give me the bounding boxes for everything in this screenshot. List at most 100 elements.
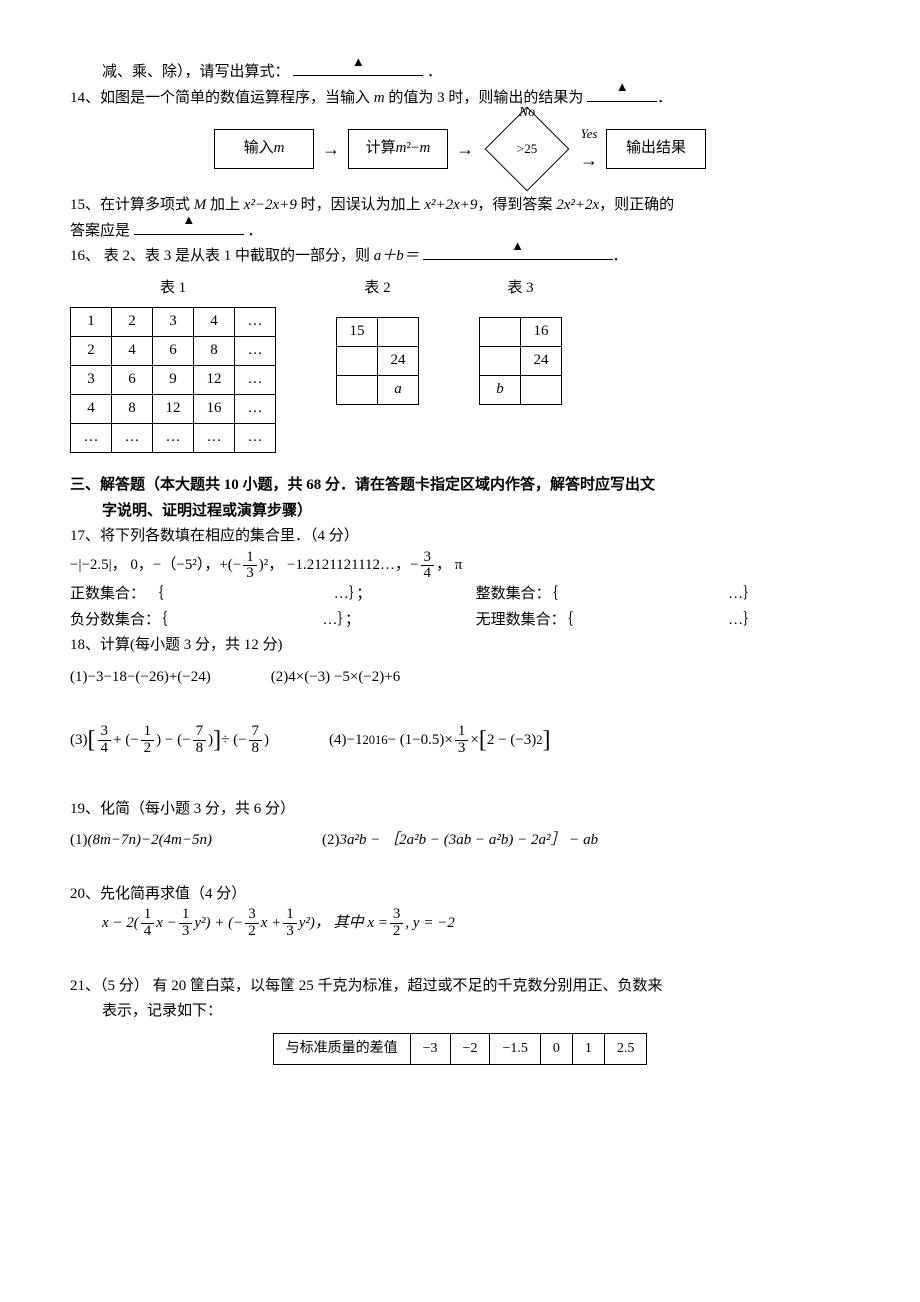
p3a: + (− — [113, 728, 139, 754]
q14-period: ． — [657, 90, 672, 106]
f4d: 3 — [455, 741, 469, 757]
r2d: …｝ — [728, 612, 758, 628]
table-cell: 9 — [153, 366, 194, 395]
table-cell — [480, 318, 521, 347]
q15-e3: 2x²+2x — [556, 197, 599, 213]
q15-e: ，则正确的 — [599, 197, 674, 213]
q14-m: m — [374, 90, 385, 106]
q16-expr: a＋b＝ — [374, 248, 419, 264]
c-d: m — [419, 136, 430, 162]
f2d: 4 — [421, 566, 435, 582]
p3e: ) — [264, 728, 269, 754]
q19-row: (1) (8m−7n)−2(4m−5n) (2) 3a²b − ［2a²b − … — [70, 828, 850, 854]
q18-row2: (3) [ 34 + (− 12 ) − (− 78 ) ] ÷ (− 78 )… — [70, 720, 850, 761]
table-cell: 15 — [337, 318, 378, 347]
f3cn: 7 — [193, 724, 207, 741]
arrow-1: → — [322, 134, 340, 165]
table-cell: … — [194, 424, 235, 453]
table-cell: 8 — [112, 395, 153, 424]
q20m3: x + — [261, 911, 282, 937]
table-cell: 24 — [521, 347, 562, 376]
q16-a: 16、 表 2、表 3 是从表 1 中截取的一部分，则 — [70, 248, 374, 264]
flow-decision: No >25 — [482, 119, 572, 179]
p2l: (2) — [271, 665, 289, 691]
table-cell: … — [235, 337, 276, 366]
q15-p: ． — [248, 223, 263, 239]
q14: 14、如图是一个简单的数值运算程序，当输入 m 的值为 3 时，则输出的结果为 … — [70, 86, 850, 112]
table-cell: 6 — [112, 366, 153, 395]
fDn: 1 — [283, 907, 297, 924]
q13-blank — [293, 75, 423, 76]
q19-head: 19、化简（每小题 3 分，共 6 分） — [70, 797, 850, 823]
q17-ib: )²， −1.2121121112…， — [259, 553, 410, 579]
f3dd: 8 — [249, 741, 263, 757]
table-cell: 2 — [71, 337, 112, 366]
table1-wrap: 表 1 1234…2468…36912…481216……………… — [70, 276, 276, 454]
q15-f: 答案应是 — [70, 223, 130, 239]
table-cell — [337, 376, 378, 405]
q15-b: 加上 — [206, 197, 244, 213]
q17-items: −|−2.5|， 0，−（−5²），+(− 13 )²， −1.21211211… — [70, 550, 850, 583]
q15-e1: x²−2x+9 — [244, 197, 297, 213]
q17-row1: 正数集合： ｛…｝； 整数集合：｛…｝ — [70, 582, 850, 608]
table-cell: 24 — [378, 347, 419, 376]
r2c: 无理数集合：｛ — [476, 612, 574, 628]
q15-d: ，得到答案 — [477, 197, 556, 213]
table-cell: 4 — [194, 308, 235, 337]
flow-input: 输入 m — [214, 129, 314, 169]
f3ad: 4 — [98, 741, 112, 757]
fCn: 3 — [245, 907, 259, 924]
q18-p3: (3) [ 34 + (− 12 ) − (− 78 ) ] ÷ (− 78 ) — [70, 720, 269, 761]
r1d: …｝ — [728, 586, 758, 602]
table-cell — [378, 318, 419, 347]
f2n: 3 — [421, 550, 435, 567]
p4l: (4) — [329, 728, 347, 754]
diamond-shape: >25 — [485, 107, 570, 192]
q21-value-cell: 0 — [540, 1033, 572, 1064]
yes-label: Yes — [581, 123, 598, 145]
p4d: 2 − (−3) — [487, 728, 536, 754]
table-cell: … — [153, 424, 194, 453]
table2: 1524a — [336, 317, 419, 405]
t3-cap: 表 3 — [507, 276, 533, 302]
q17-f1: 13 — [243, 550, 257, 583]
q16: 16、 表 2、表 3 是从表 1 中截取的一部分，则 a＋b＝ ． — [70, 244, 850, 270]
p3b: ) − (− — [156, 728, 190, 754]
section3-title2: 字说明、证明过程或演算步骤） — [102, 499, 850, 525]
q17-ic: ， π — [436, 553, 462, 579]
q19p1: (8m−7n)−2(4m−5n) — [88, 828, 213, 854]
table-cell: 3 — [153, 308, 194, 337]
t2-cap: 表 2 — [364, 276, 390, 302]
in-lbl-a: 输入 — [244, 136, 274, 162]
r1c: 整数集合：｛ — [476, 586, 559, 602]
c-b: m — [396, 136, 407, 162]
fBd: 3 — [179, 924, 193, 940]
q14-blank — [587, 101, 657, 102]
q15-line2: 答案应是 ． — [70, 219, 850, 245]
q16-blank — [423, 259, 613, 260]
q21-table: 与标准质量的差值−3−2−1.5012.5 — [273, 1033, 648, 1065]
q21-b: 表示，记录如下： — [102, 999, 850, 1025]
r2b: …｝； — [323, 612, 361, 628]
table-cell: b — [480, 376, 521, 405]
q21-value-cell: −1.5 — [490, 1033, 540, 1064]
table-cell: 3 — [71, 366, 112, 395]
table-cell: 2 — [112, 308, 153, 337]
t1-cap: 表 1 — [160, 276, 186, 302]
q16-p: ． — [613, 248, 628, 264]
p4exp: 2016 — [363, 730, 388, 751]
q14-b: 的值为 3 时，则输出的结果为 — [385, 90, 584, 106]
q20-head: 20、先化简再求值（4 分） — [70, 882, 850, 908]
q21-a: 21、（5 分） 有 20 筐白菜，以每筐 25 千克为标准，超过或不足的千克数… — [70, 974, 850, 1000]
q19p2l: (2) — [322, 828, 340, 854]
table-cell: 12 — [194, 366, 235, 395]
f3dn: 7 — [249, 724, 263, 741]
q15-blank — [134, 234, 244, 235]
q17-head: 17、将下列各数填在相应的集合里．（4 分） — [70, 524, 850, 550]
r1a: 正数集合： ｛ — [70, 586, 164, 602]
q18-head: 18、计算(每小题 3 分，共 12 分) — [70, 633, 850, 659]
fAn: 1 — [141, 907, 155, 924]
table-cell: … — [71, 424, 112, 453]
q21-label-cell: 与标准质量的差值 — [273, 1033, 410, 1064]
q15-e2: x²+2x+9 — [424, 197, 477, 213]
